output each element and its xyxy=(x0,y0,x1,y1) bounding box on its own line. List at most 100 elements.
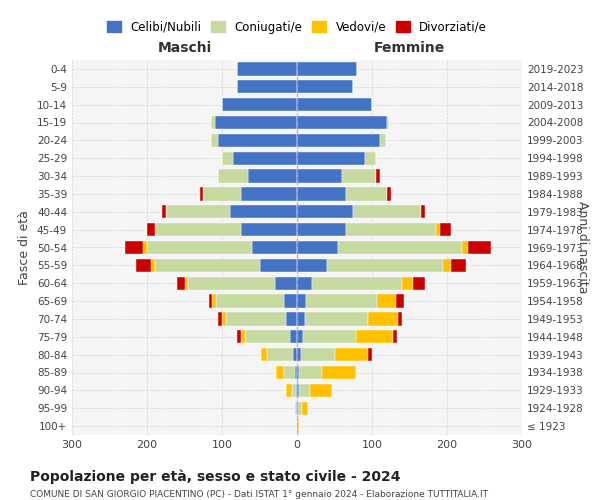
Bar xyxy=(297,98,372,112)
Bar xyxy=(216,294,284,308)
Bar xyxy=(233,152,297,165)
Bar xyxy=(147,241,252,254)
Bar xyxy=(151,258,155,272)
Bar xyxy=(222,312,226,326)
Bar xyxy=(368,348,372,362)
Bar xyxy=(346,187,387,200)
Bar xyxy=(312,276,402,290)
Bar xyxy=(302,402,308,415)
Bar xyxy=(203,187,241,200)
Bar xyxy=(297,420,299,433)
Bar xyxy=(292,384,296,397)
Bar xyxy=(218,312,222,326)
Bar xyxy=(237,80,297,94)
Bar xyxy=(443,258,451,272)
Bar xyxy=(276,366,284,379)
Bar xyxy=(136,258,151,272)
Bar xyxy=(209,294,212,308)
Bar xyxy=(353,205,421,218)
Bar xyxy=(212,294,216,308)
Bar xyxy=(245,330,290,344)
Bar xyxy=(301,348,335,362)
Bar xyxy=(260,258,297,272)
Bar xyxy=(211,116,215,129)
Bar xyxy=(393,330,397,344)
Bar xyxy=(297,223,346,236)
Bar xyxy=(155,223,241,236)
Bar xyxy=(275,276,297,290)
Bar xyxy=(297,205,353,218)
Text: Popolazione per età, sesso e stato civile - 2024: Popolazione per età, sesso e stato civil… xyxy=(30,470,401,484)
Bar xyxy=(451,258,466,272)
Bar xyxy=(297,312,305,326)
Bar xyxy=(297,366,299,379)
Bar xyxy=(155,258,260,272)
Bar xyxy=(293,348,297,362)
Bar xyxy=(241,330,245,344)
Bar xyxy=(147,223,155,236)
Text: Femmine: Femmine xyxy=(374,40,445,54)
Legend: Celibi/Nubili, Coniugati/e, Vedovi/e, Divorziati/e: Celibi/Nubili, Coniugati/e, Vedovi/e, Di… xyxy=(103,17,491,37)
Bar xyxy=(297,384,299,397)
Bar xyxy=(297,294,306,308)
Bar xyxy=(380,134,386,147)
Bar xyxy=(387,187,391,200)
Bar xyxy=(335,348,368,362)
Bar xyxy=(125,241,143,254)
Bar xyxy=(297,152,365,165)
Bar xyxy=(462,241,468,254)
Bar xyxy=(185,276,188,290)
Bar xyxy=(248,170,297,183)
Bar xyxy=(286,384,292,397)
Bar xyxy=(297,134,380,147)
Bar xyxy=(286,312,297,326)
Bar xyxy=(303,330,355,344)
Bar xyxy=(215,116,297,129)
Bar xyxy=(327,258,443,272)
Bar xyxy=(297,80,353,94)
Bar xyxy=(297,62,357,76)
Bar xyxy=(377,294,396,308)
Bar xyxy=(218,134,297,147)
Bar xyxy=(468,241,491,254)
Bar xyxy=(297,187,346,200)
Bar xyxy=(310,384,332,397)
Bar xyxy=(297,402,298,415)
Bar xyxy=(436,223,439,236)
Text: Maschi: Maschi xyxy=(157,40,212,54)
Bar xyxy=(297,330,303,344)
Bar xyxy=(296,402,297,415)
Bar xyxy=(396,294,404,308)
Bar xyxy=(297,170,342,183)
Bar xyxy=(267,348,293,362)
Bar xyxy=(252,241,297,254)
Bar xyxy=(296,384,297,397)
Bar xyxy=(322,366,355,379)
Bar xyxy=(199,187,203,200)
Bar xyxy=(222,98,297,112)
Bar xyxy=(143,241,147,254)
Bar xyxy=(222,152,233,165)
Bar xyxy=(299,384,310,397)
Bar xyxy=(402,276,413,290)
Bar xyxy=(295,366,297,379)
Bar xyxy=(365,152,376,165)
Bar xyxy=(297,276,312,290)
Bar xyxy=(211,134,218,147)
Bar xyxy=(241,223,297,236)
Bar xyxy=(299,366,322,379)
Bar xyxy=(439,223,451,236)
Bar xyxy=(355,330,393,344)
Bar xyxy=(166,205,229,218)
Y-axis label: Fasce di età: Fasce di età xyxy=(19,210,31,285)
Bar xyxy=(177,276,185,290)
Bar xyxy=(376,170,380,183)
Bar xyxy=(297,258,327,272)
Bar xyxy=(298,402,302,415)
Text: COMUNE DI SAN GIORGIO PIACENTINO (PC) - Dati ISTAT 1° gennaio 2024 - Elaborazion: COMUNE DI SAN GIORGIO PIACENTINO (PC) - … xyxy=(30,490,488,499)
Bar xyxy=(261,348,267,362)
Bar xyxy=(229,205,297,218)
Bar xyxy=(226,312,286,326)
Bar xyxy=(338,241,462,254)
Bar xyxy=(305,312,368,326)
